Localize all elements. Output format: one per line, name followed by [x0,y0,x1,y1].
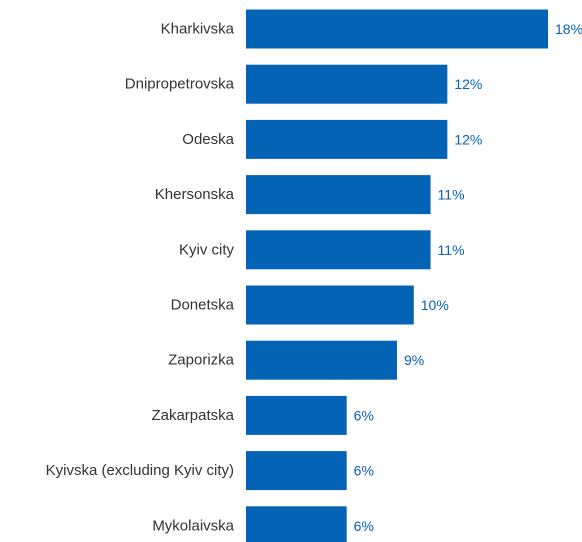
bar [246,395,347,435]
category-label: Kharkivska [161,21,235,38]
category-label: Zaporizka [168,352,235,369]
value-label: 6% [354,518,374,534]
bar [246,9,548,49]
value-label: 10% [421,297,449,313]
category-label: Donetska [171,297,235,314]
bar [246,175,431,215]
bar [246,451,347,491]
bar [246,119,448,159]
bar [246,64,448,104]
bar [246,506,347,542]
value-label: 11% [438,187,465,203]
bar [246,230,431,270]
value-label: 12% [454,76,482,92]
category-label: Khersonska [155,186,235,203]
category-label: Kyiv city [179,241,235,258]
value-label: 11% [438,242,465,258]
value-label: 9% [404,352,424,368]
category-label: Dnipropetrovska [125,76,235,93]
value-label: 6% [354,407,374,423]
value-label: 12% [454,131,482,147]
bar [246,340,397,380]
value-label: 18% [555,21,582,37]
category-label: Kyivska (excluding Kyiv city) [46,462,234,479]
value-label: 6% [354,463,374,479]
category-label: Odeska [182,131,234,148]
category-label: Zakarpatska [151,407,234,424]
category-label: Mykolaivska [152,517,234,534]
bar [246,285,414,325]
